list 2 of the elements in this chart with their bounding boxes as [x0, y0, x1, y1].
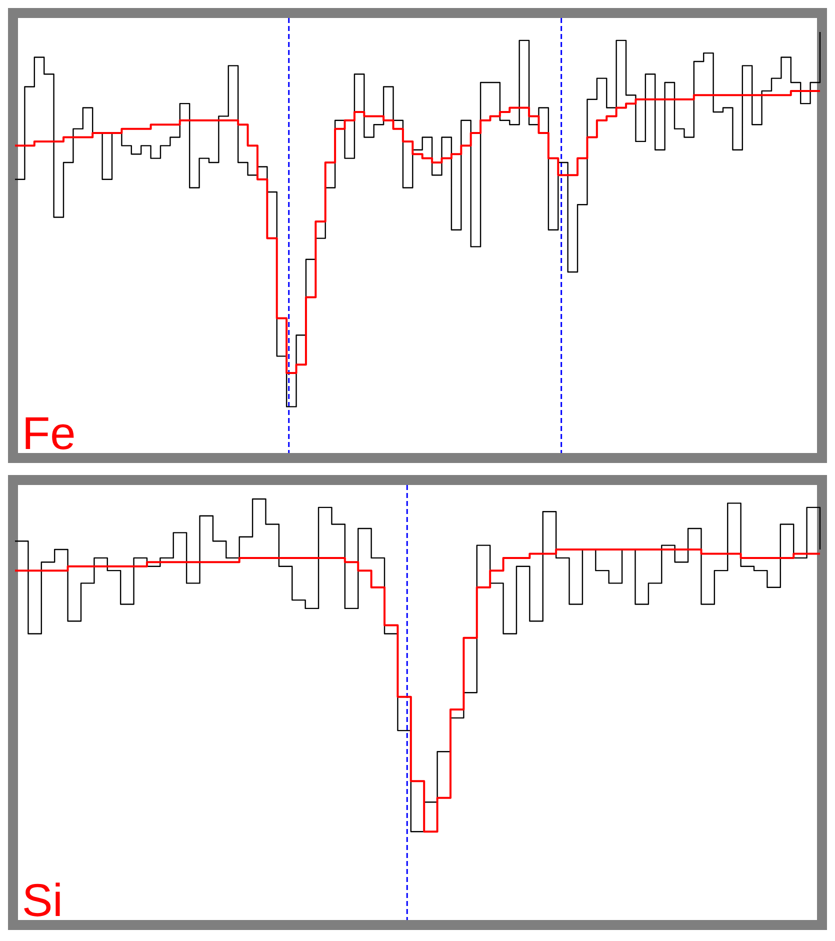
- annotation: Fe: [22, 407, 76, 459]
- annotation: Si: [22, 874, 63, 926]
